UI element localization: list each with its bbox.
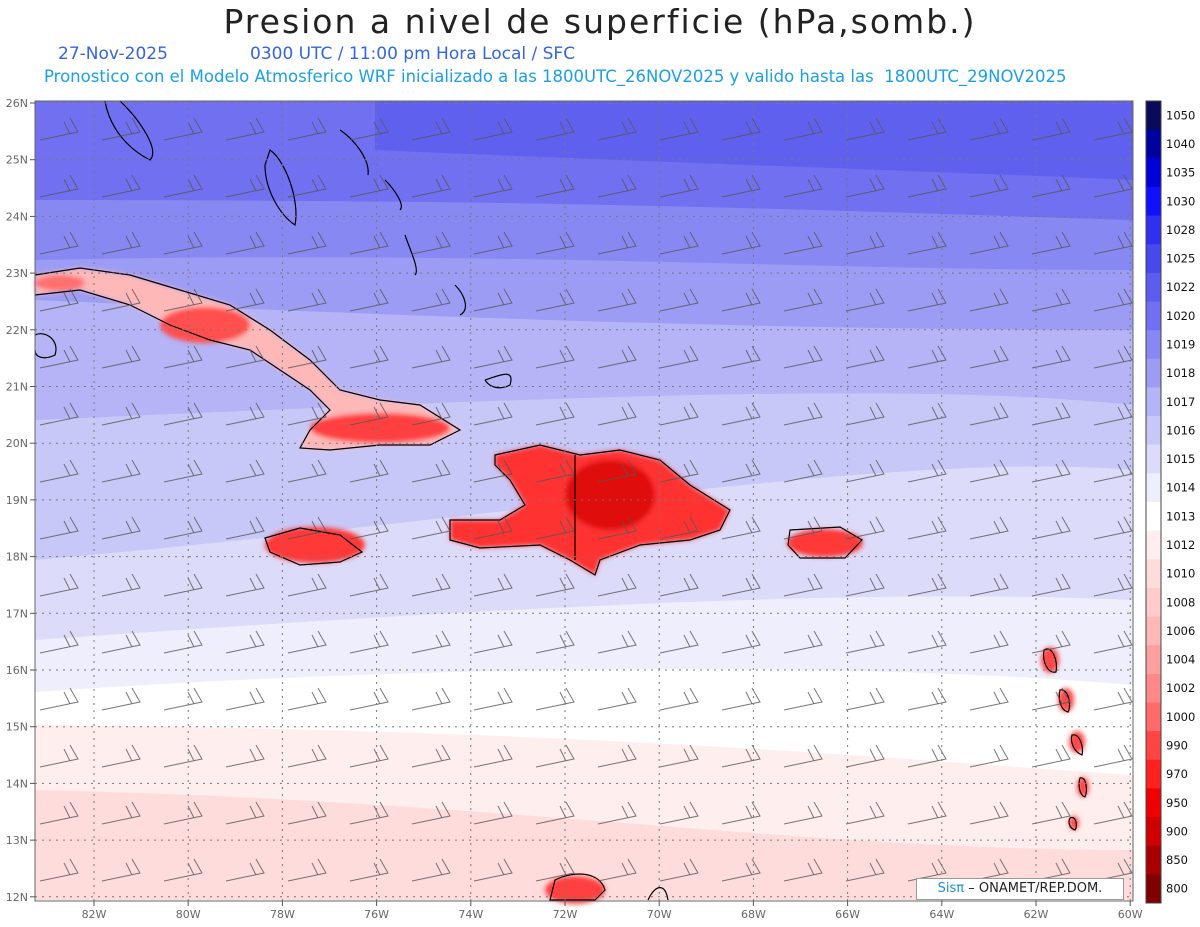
colorbar-swatch — [1146, 788, 1161, 818]
colorbar-label: 1017 — [1166, 395, 1195, 409]
lon-label: 60W — [1118, 908, 1143, 921]
colorbar-label: 1025 — [1166, 252, 1195, 266]
colorbar-swatch — [1146, 530, 1161, 560]
lat-label: 14N — [6, 777, 28, 790]
lat-label: 20N — [6, 437, 28, 450]
lat-label: 19N — [6, 494, 28, 507]
wind-barbs — [35, 101, 1133, 901]
colorbar-label: 1020 — [1166, 309, 1195, 323]
longitude-labels: 82W 80W 78W 76W 74W 72W 70W 68W 66W 64W 62W 60W — [82, 901, 1143, 921]
colorbar-frame — [1145, 100, 1162, 904]
colorbar-swatch — [1146, 845, 1161, 875]
colorbar-label: 1006 — [1166, 624, 1195, 638]
colorbar-swatch — [1146, 387, 1161, 417]
lat-label: 26N — [6, 97, 28, 110]
colorbar-label: 1004 — [1166, 653, 1195, 667]
colorbar-swatch — [1146, 244, 1161, 274]
colorbar-label: 1010 — [1166, 567, 1195, 581]
colorbar-label: 1015 — [1166, 452, 1195, 466]
lat-label: 21N — [6, 381, 28, 394]
colorbar-label: 1013 — [1166, 509, 1195, 523]
colorbar-swatch — [1146, 759, 1161, 789]
colorbar-label: 1012 — [1166, 538, 1195, 552]
colorbar-label: 950 — [1166, 796, 1188, 810]
colorbar-swatch — [1146, 874, 1161, 904]
colorbar-label: 1035 — [1166, 166, 1195, 180]
lon-label: 64W — [929, 908, 954, 921]
lon-label: 78W — [270, 908, 295, 921]
colorbar-swatch — [1146, 186, 1161, 217]
lon-label: 76W — [364, 908, 389, 921]
lat-label: 23N — [6, 267, 28, 280]
colorbar-swatch — [1146, 559, 1161, 589]
map-title: Presion a nivel de superficie (hPa,somb.… — [223, 2, 977, 41]
lon-label: 62W — [1024, 908, 1049, 921]
colorbar-swatch — [1146, 731, 1161, 761]
lat-label: 24N — [6, 210, 28, 223]
colorbar-label: 1022 — [1166, 280, 1195, 294]
colorbar-swatch — [1146, 616, 1161, 646]
colorbar-swatch — [1146, 673, 1161, 703]
colorbar-label: 1002 — [1166, 681, 1195, 695]
colorbar-label: 1028 — [1166, 223, 1195, 237]
lat-label: 25N — [6, 154, 28, 167]
colorbar-swatch — [1146, 129, 1161, 159]
colorbar-label: 900 — [1166, 824, 1188, 838]
lon-label: 72W — [553, 908, 578, 921]
forecast-date: 27-Nov-2025 — [58, 44, 168, 64]
colorbar-label: 1030 — [1166, 194, 1195, 208]
lon-label: 70W — [647, 908, 672, 921]
colorbar-label: 850 — [1166, 853, 1188, 867]
colorbar-label: 1008 — [1166, 595, 1195, 609]
colorbar-label: 990 — [1166, 738, 1188, 752]
credit-text: – ONAMET/REP.DOM. — [968, 881, 1103, 896]
colorbar-swatch — [1146, 702, 1161, 732]
colorbar-swatch — [1146, 330, 1161, 360]
colorbar-label: 1019 — [1166, 337, 1195, 351]
colorbar-label: 800 — [1166, 882, 1188, 896]
colorbar-swatch — [1146, 101, 1161, 131]
lon-label: 80W — [176, 908, 201, 921]
credit-box: Sisπ – ONAMET/REP.DOM. — [916, 878, 1124, 900]
colorbar-swatch — [1146, 301, 1161, 331]
map-frame — [34, 100, 1134, 902]
lat-label: 12N — [6, 891, 28, 904]
lat-label: 22N — [6, 324, 28, 337]
credit-brand: Sisπ — [937, 881, 965, 896]
graticule — [35, 101, 1133, 901]
colorbar-label: 1016 — [1166, 423, 1195, 437]
colorbar-swatch — [1146, 272, 1161, 302]
latitude-labels: 26N 25N 24N 23N 22N 21N 20N 19N 18N 17N 16N 15N 14N 1… — [6, 97, 35, 904]
colorbar-swatch — [1146, 473, 1161, 503]
lon-label: 68W — [741, 908, 766, 921]
lon-label: 74W — [458, 908, 483, 921]
colorbar-swatch — [1146, 444, 1161, 474]
colorbar-label: 1000 — [1166, 710, 1195, 724]
lat-label: 13N — [6, 834, 28, 847]
lat-label: 16N — [6, 664, 28, 677]
colorbar-swatch — [1146, 215, 1161, 245]
colorbar-label: 1040 — [1166, 137, 1195, 151]
colorbar-swatch — [1146, 158, 1161, 188]
lat-label: 15N — [6, 721, 28, 734]
lon-label: 66W — [835, 908, 860, 921]
colorbar-swatch — [1146, 817, 1161, 847]
colorbar-swatch — [1146, 502, 1161, 532]
lat-label: 18N — [6, 551, 28, 564]
colorbar-swatch — [1146, 587, 1161, 618]
forecast-time-line: 0300 UTC / 11:00 pm Hora Local / SFC — [250, 44, 576, 64]
colorbar-label: 1050 — [1166, 108, 1195, 122]
colorbar-swatch — [1146, 416, 1161, 446]
colorbar-swatch — [1146, 645, 1161, 675]
colorbar: 1050 1040 1035 1030 1028 1025 1022 1020 1019 1018… — [1145, 100, 1195, 904]
colorbar-swatch — [1146, 358, 1161, 388]
lon-label: 82W — [82, 908, 107, 921]
lat-label: 17N — [6, 607, 28, 620]
forecast-validity-line: Pronostico con el Modelo Atmosferico WRF… — [44, 67, 1067, 86]
colorbar-label: 970 — [1166, 767, 1188, 781]
colorbar-label: 1018 — [1166, 366, 1195, 380]
colorbar-label: 1014 — [1166, 481, 1195, 495]
